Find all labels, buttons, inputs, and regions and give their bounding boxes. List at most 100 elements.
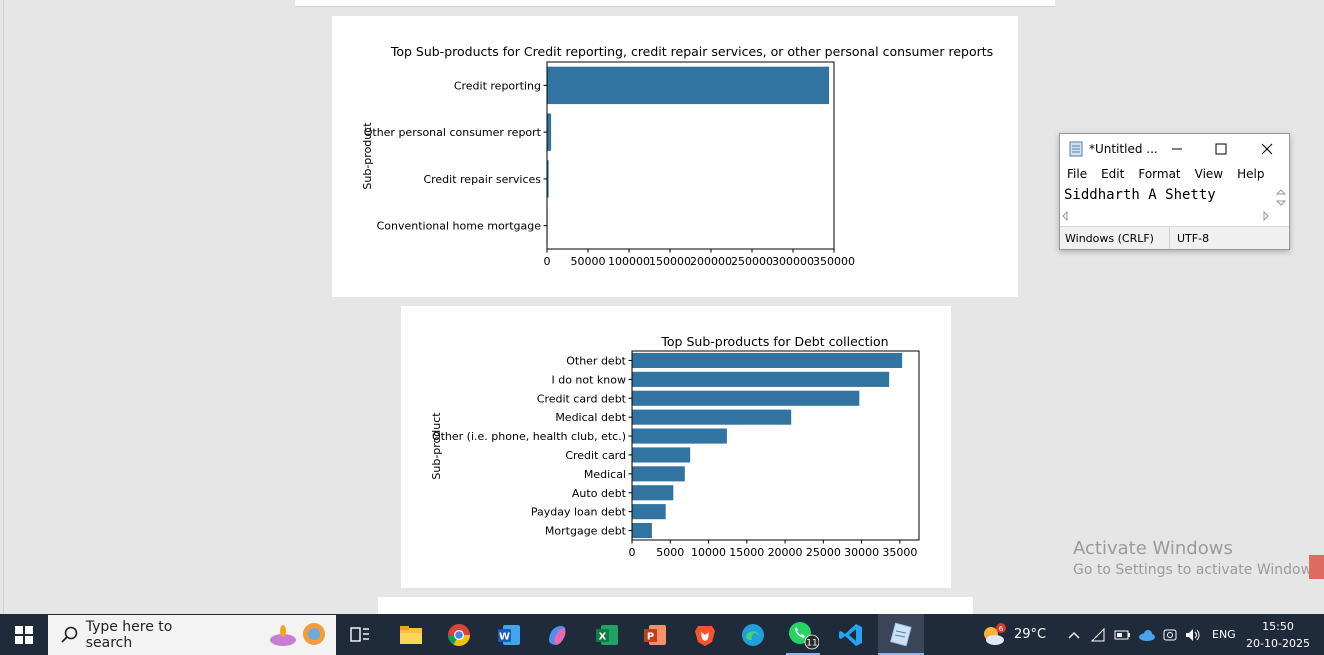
maximize-icon [1215, 143, 1227, 155]
notepad-active-indicator [878, 653, 924, 655]
taskbar-vscode[interactable] [828, 614, 874, 655]
taskbar-word[interactable]: W [486, 614, 532, 655]
bar [632, 447, 691, 463]
output-cell-bottom [378, 597, 973, 614]
menu-edit[interactable]: Edit [1101, 167, 1125, 181]
clock-time: 15:50 [1262, 620, 1294, 633]
whatsapp-icon: 11 [789, 621, 819, 649]
bar [632, 522, 652, 539]
chrome-icon [448, 623, 470, 646]
bar [632, 371, 890, 387]
bar [547, 66, 830, 105]
notepad-window[interactable]: *Untitled ... File Edit Format View Help… [1059, 133, 1290, 250]
y-tick-label: Credit repair services [423, 173, 541, 186]
menu-file[interactable]: File [1067, 167, 1088, 181]
y-tick-label: Credit card debt [537, 392, 627, 405]
menu-format[interactable]: Format [1138, 167, 1181, 181]
camera-icon[interactable] [1162, 627, 1178, 643]
x-tick-label: 25000 [806, 546, 841, 559]
chart-title: Top Sub-products for Credit reporting, c… [390, 44, 993, 59]
bar [547, 160, 549, 198]
system-tray: ENG [1066, 614, 1236, 655]
powerpoint-icon: P [644, 624, 666, 645]
taskbar-excel[interactable]: X [584, 614, 630, 655]
maximize-button[interactable] [1198, 134, 1244, 164]
minimize-icon [1172, 148, 1182, 150]
search-placeholder: Type here to search [85, 619, 173, 651]
notepad-text-area[interactable]: Siddharth A Shetty [1064, 187, 1216, 203]
taskbar-powerpoint[interactable]: P [632, 614, 678, 655]
menu-view[interactable]: View [1194, 167, 1224, 181]
taskbar-chrome[interactable] [436, 614, 482, 655]
bar [632, 428, 727, 444]
chart-credit-reporting: Top Sub-products for Credit reporting, c… [361, 44, 993, 268]
close-icon [1261, 143, 1273, 155]
y-tick-label: Credit card [565, 449, 626, 462]
y-tick-label: Auto debt [572, 487, 627, 500]
taskbar-notepad[interactable] [878, 614, 924, 655]
y-tick-label: Other (i.e. phone, health club, etc.) [432, 430, 626, 443]
y-axis-label: Sub-product [361, 122, 374, 190]
taskbar: Type here to search [0, 614, 1324, 655]
network-icon[interactable] [1090, 627, 1106, 643]
chart-title: Top Sub-products for Debt collection [660, 334, 888, 349]
taskbar-file-explorer[interactable] [388, 614, 434, 655]
close-button[interactable] [1244, 134, 1290, 164]
taskbar-edge[interactable] [730, 614, 776, 655]
x-tick-label: 10000 [691, 546, 726, 559]
chart-debt-collection: Top Sub-products for Debt collection Sub… [430, 334, 920, 559]
horizontal-scrollbar[interactable] [1061, 210, 1274, 222]
copilot-icon [549, 625, 566, 645]
plot-credit-reporting: Top Sub-products for Credit reporting, c… [332, 16, 1018, 297]
watermark-line1: Activate Windows [1073, 538, 1233, 559]
start-button[interactable] [0, 614, 48, 655]
weather-temperature: 29°C [1014, 627, 1047, 642]
whatsapp-badge: 11 [806, 638, 817, 648]
bar [632, 390, 860, 406]
taskbar-whatsapp[interactable]: 11 [780, 614, 826, 655]
battery-icon[interactable] [1114, 627, 1132, 643]
weather-badge: 6 [999, 625, 1004, 633]
bar [632, 466, 685, 482]
y-tick-label: I do not know [551, 373, 626, 386]
taskbar-brave[interactable] [682, 614, 728, 655]
volume-icon[interactable] [1184, 627, 1202, 643]
x-tick-label: 150000 [649, 255, 691, 268]
notepad-menubar: File Edit Format View Help [1060, 164, 1289, 184]
x-tick-label: 200000 [690, 255, 732, 268]
notepad-statusbar: Windows (CRLF) UTF-8 [1060, 226, 1289, 249]
y-tick-label: Mortgage debt [545, 525, 627, 538]
taskbar-copilot[interactable] [534, 614, 580, 655]
y-tick-label: Medical [584, 468, 626, 481]
start-icon [15, 625, 33, 644]
weather-widget[interactable]: 6 29°C [980, 614, 1046, 655]
language-indicator[interactable]: ENG [1212, 628, 1236, 641]
menu-help[interactable]: Help [1237, 167, 1265, 181]
file-explorer-icon [400, 625, 422, 644]
notepad-titlebar[interactable]: *Untitled ... [1060, 134, 1289, 164]
minimize-button[interactable] [1154, 134, 1200, 164]
clock-date: 20-10-2025 [1246, 637, 1310, 650]
taskbar-search[interactable]: Type here to search [48, 615, 336, 655]
window-edge [3, 0, 4, 614]
vscode-icon [839, 623, 862, 646]
onedrive-icon[interactable] [1138, 627, 1156, 643]
plot-debt-collection: Top Sub-products for Debt collection Sub… [401, 306, 951, 588]
bar [632, 485, 674, 501]
taskbar-clock[interactable]: 15:50 20-10-2025 [1246, 618, 1310, 652]
notepad-icon [1069, 141, 1083, 157]
x-tick-label: 350000 [813, 255, 855, 268]
chevron-up-icon[interactable] [1066, 627, 1082, 643]
bar [632, 504, 666, 520]
search-icon [61, 626, 78, 643]
y-tick-label: Credit reporting [454, 79, 541, 92]
task-view-icon [350, 626, 369, 642]
svg-text:W: W [499, 631, 510, 642]
task-view-button[interactable] [338, 614, 382, 655]
vertical-scrollbar[interactable] [1274, 185, 1288, 210]
whatsapp-running-indicator [786, 653, 820, 655]
word-icon: W [498, 624, 520, 645]
y-tick-label: Payday loan debt [531, 506, 627, 519]
x-tick-label: 0 [629, 546, 636, 559]
x-tick-label: 0 [544, 255, 551, 268]
